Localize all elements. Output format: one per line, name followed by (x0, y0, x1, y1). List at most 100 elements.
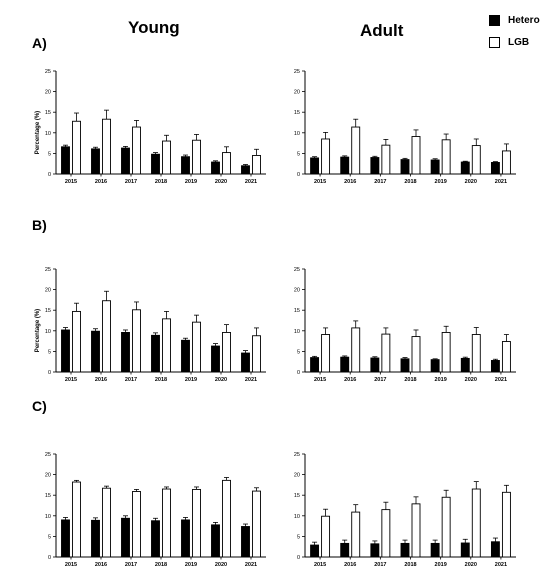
y-tick-label-b-young-25: 25 (45, 267, 51, 273)
x-tick-label-a-adult-2017: 2017 (374, 179, 386, 185)
column-title-adult: Adult (360, 21, 404, 40)
bar-a-adult-lgb-2017 (381, 144, 391, 175)
x-tick-label-b-young-2021: 2021 (245, 377, 257, 383)
legend-item-lgb: LGB (489, 37, 529, 48)
bar-c-adult-hetero-2020 (460, 542, 470, 558)
bar-a-young-lgb-2019 (192, 139, 201, 175)
y-tick-label-a-young-0: 0 (48, 172, 51, 178)
bar-c-young-lgb-2016 (102, 487, 111, 558)
y-tick-label-c-young-25: 25 (45, 452, 51, 458)
row-label-b: B) (32, 217, 47, 233)
x-tick-label-b-adult-2021: 2021 (495, 377, 507, 383)
x-tick-label-a-adult-2021: 2021 (495, 179, 507, 185)
y-tick-label-c-adult-5: 5 (297, 534, 300, 540)
y-tick-label-b-young-0: 0 (48, 370, 51, 376)
bar-c-young-lgb-2021 (252, 490, 261, 558)
bar-a-adult-lgb-2021 (501, 150, 511, 175)
bar-a-young-lgb-2018 (162, 140, 171, 175)
bar-c-adult-hetero-2015 (310, 544, 320, 558)
x-tick-label-c-adult-2018: 2018 (404, 562, 416, 568)
bar-c-young-lgb-2019 (192, 488, 201, 558)
x-tick-label-a-adult-2015: 2015 (314, 179, 326, 185)
y-tick-label-a-adult-25: 25 (294, 69, 300, 75)
y-tick-label-b-adult-15: 15 (294, 308, 300, 314)
x-tick-label-b-adult-2020: 2020 (465, 377, 477, 383)
x-tick-label-a-adult-2018: 2018 (404, 179, 416, 185)
y-tick-label-b-adult-25: 25 (294, 267, 300, 273)
bar-c-adult-lgb-2016 (351, 511, 361, 558)
bar-b-young-lgb-2021 (252, 335, 261, 373)
bar-b-young-lgb-2020 (222, 331, 231, 373)
y-tick-label-a-adult-15: 15 (294, 110, 300, 116)
bar-b-adult-lgb-2016 (351, 327, 361, 373)
bar-c-young-lgb-2017 (132, 491, 141, 558)
bar-a-young-hetero-2021 (241, 165, 250, 175)
y-tick-label-b-young-10: 10 (45, 329, 51, 335)
x-tick-label-b-adult-2015: 2015 (314, 377, 326, 383)
x-tick-label-c-adult-2017: 2017 (374, 562, 386, 568)
bar-c-adult-lgb-2015 (321, 515, 331, 558)
x-tick-label-a-young-2019: 2019 (185, 179, 197, 185)
x-tick-label-c-adult-2016: 2016 (344, 562, 356, 568)
y-tick-label-a-adult-20: 20 (294, 90, 300, 96)
y-axis-label-b-young: Percentage (%) (35, 309, 41, 352)
bar-c-adult-hetero-2018 (400, 542, 410, 558)
bar-c-young-lgb-2020 (222, 479, 231, 558)
y-tick-label-b-young-15: 15 (45, 308, 51, 314)
x-tick-label-c-adult-2015: 2015 (314, 562, 326, 568)
bar-c-young-hetero-2015 (61, 519, 70, 558)
y-tick-label-a-young-15: 15 (45, 110, 51, 116)
column-title-young: Young (128, 18, 180, 37)
y-tick-label-a-adult-10: 10 (294, 131, 300, 137)
x-tick-label-a-young-2017: 2017 (125, 179, 137, 185)
y-tick-label-c-young-20: 20 (45, 473, 51, 479)
bar-b-adult-hetero-2015 (310, 357, 320, 373)
legend-label-lgb: LGB (508, 37, 530, 48)
legend-item-hetero: Hetero (489, 15, 540, 26)
bar-c-adult-hetero-2021 (490, 541, 500, 558)
x-tick-label-c-adult-2021: 2021 (495, 562, 507, 568)
bar-b-adult-lgb-2019 (441, 331, 451, 373)
bar-a-young-hetero-2020 (211, 161, 220, 175)
bar-c-young-hetero-2018 (151, 520, 160, 558)
legend-swatch-lgb (489, 37, 500, 48)
legend-label-hetero: Hetero (508, 15, 540, 26)
x-tick-label-a-adult-2020: 2020 (465, 179, 477, 185)
y-tick-label-a-young-10: 10 (45, 131, 51, 137)
bar-b-young-hetero-2021 (241, 352, 250, 373)
x-tick-label-b-adult-2019: 2019 (435, 377, 447, 383)
x-tick-label-b-young-2016: 2016 (95, 377, 107, 383)
y-axis-label-a-young: Percentage (%) (35, 111, 41, 154)
bar-a-young-hetero-2016 (91, 148, 100, 175)
x-tick-label-a-young-2016: 2016 (95, 179, 107, 185)
bar-a-young-lgb-2020 (222, 152, 231, 175)
x-tick-label-a-young-2021: 2021 (245, 179, 257, 185)
x-tick-label-c-young-2020: 2020 (215, 562, 227, 568)
y-tick-label-c-young-5: 5 (48, 534, 51, 540)
y-tick-label-c-adult-10: 10 (294, 514, 300, 520)
x-tick-label-c-young-2021: 2021 (245, 562, 257, 568)
y-tick-label-b-young-20: 20 (45, 288, 51, 294)
bar-b-young-hetero-2019 (181, 339, 190, 373)
x-tick-label-c-young-2015: 2015 (65, 562, 77, 568)
y-tick-label-a-young-5: 5 (48, 151, 51, 157)
y-tick-label-a-young-20: 20 (45, 90, 51, 96)
y-tick-label-c-young-15: 15 (45, 493, 51, 499)
bar-a-adult-hetero-2017 (370, 157, 380, 175)
bar-b-young-hetero-2018 (151, 334, 160, 373)
bar-b-adult-hetero-2021 (490, 360, 500, 373)
y-tick-label-b-young-5: 5 (48, 349, 51, 355)
bar-b-young-hetero-2016 (91, 330, 100, 373)
bar-b-adult-hetero-2020 (460, 357, 470, 373)
bar-c-adult-hetero-2019 (430, 542, 440, 558)
bar-c-young-hetero-2021 (241, 526, 250, 558)
bar-a-adult-lgb-2016 (351, 126, 361, 175)
bar-c-young-hetero-2016 (91, 519, 100, 558)
x-tick-label-b-young-2019: 2019 (185, 377, 197, 383)
bar-b-adult-hetero-2016 (340, 356, 350, 373)
bar-a-adult-hetero-2020 (460, 161, 470, 175)
bar-a-adult-lgb-2020 (471, 145, 481, 175)
bar-a-young-hetero-2019 (181, 156, 190, 175)
x-tick-label-a-adult-2016: 2016 (344, 179, 356, 185)
x-tick-label-c-young-2019: 2019 (185, 562, 197, 568)
